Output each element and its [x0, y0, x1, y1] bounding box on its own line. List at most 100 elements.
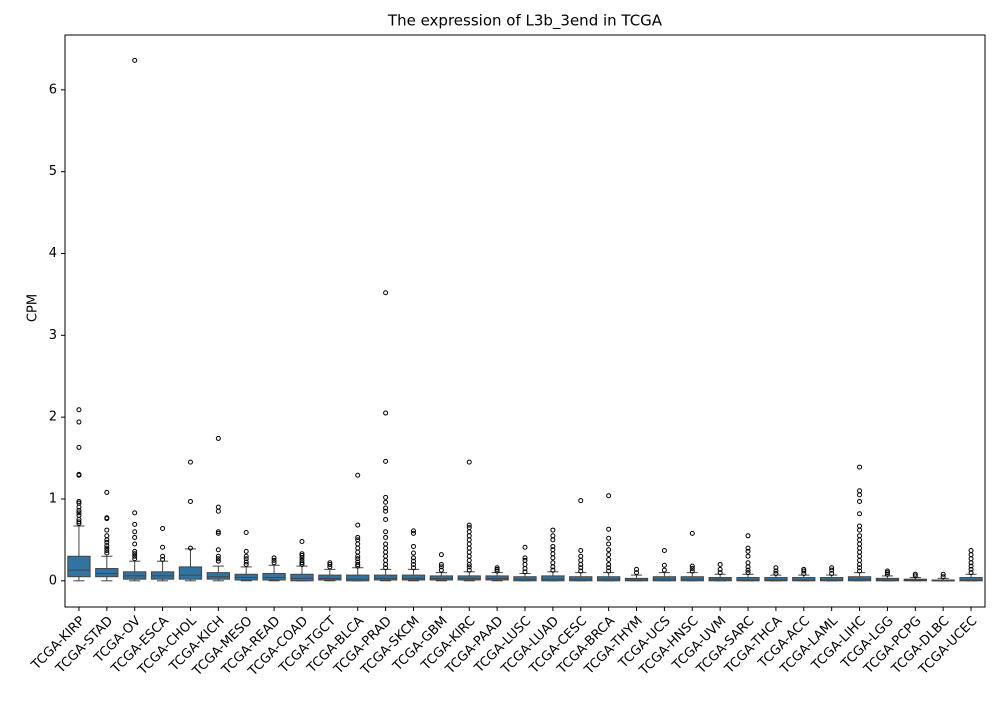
outlier — [383, 553, 389, 559]
outlier — [550, 551, 556, 557]
outlier — [466, 553, 472, 559]
outlier — [132, 534, 138, 540]
outlier — [829, 570, 835, 576]
outlier — [857, 553, 863, 559]
outlier — [857, 464, 863, 470]
outlier — [76, 419, 82, 425]
outlier — [857, 498, 863, 504]
outlier — [689, 566, 695, 572]
plot-frame — [64, 34, 986, 608]
outlier — [410, 565, 416, 571]
outlier — [466, 522, 472, 528]
outlier — [606, 557, 612, 563]
outlier — [884, 570, 890, 576]
outlier — [76, 471, 82, 477]
outlier — [968, 570, 974, 576]
box — [736, 577, 760, 582]
outlier — [466, 541, 472, 547]
outlier — [745, 567, 751, 573]
outlier — [299, 552, 305, 558]
outlier — [466, 525, 472, 531]
box — [820, 577, 844, 582]
outlier — [606, 535, 612, 541]
outlier — [466, 557, 472, 563]
outlier — [494, 565, 500, 571]
outlier — [466, 564, 472, 570]
outlier — [383, 534, 389, 540]
outlier — [271, 560, 277, 566]
outlier — [773, 565, 779, 571]
outlier — [578, 548, 584, 554]
outlier — [104, 545, 110, 551]
box — [262, 572, 286, 581]
outlier — [717, 566, 723, 572]
outlier — [745, 553, 751, 559]
outlier — [383, 505, 389, 511]
outlier — [466, 537, 472, 543]
outlier — [215, 435, 221, 441]
outlier — [606, 493, 612, 499]
outlier — [160, 544, 166, 550]
outlier — [410, 555, 416, 561]
box — [206, 572, 230, 580]
outlier — [578, 498, 584, 504]
outlier — [383, 549, 389, 555]
outlier — [438, 567, 444, 573]
outlier — [132, 548, 138, 554]
outlier — [355, 556, 361, 562]
y-tick-label: 4 — [49, 246, 57, 261]
outlier — [968, 563, 974, 569]
outlier — [438, 564, 444, 570]
outlier — [606, 561, 612, 567]
outlier — [494, 568, 500, 574]
box — [764, 577, 788, 582]
outlier — [438, 561, 444, 567]
outlier — [355, 541, 361, 547]
outlier — [522, 557, 528, 563]
outlier — [383, 565, 389, 571]
outlier — [968, 552, 974, 558]
outlier — [104, 539, 110, 545]
chart-title: The expression of L3b_3end in TCGA — [387, 12, 663, 31]
outlier — [132, 57, 138, 63]
outlier — [383, 545, 389, 551]
outlier — [550, 547, 556, 553]
y-axis-label: CPM — [26, 294, 41, 322]
outlier — [187, 498, 193, 504]
outlier — [634, 570, 640, 576]
outlier — [132, 551, 138, 557]
outlier — [745, 548, 751, 554]
outlier — [940, 571, 946, 577]
outlier — [522, 544, 528, 550]
outlier — [76, 507, 82, 513]
outlier — [355, 534, 361, 540]
outlier — [243, 559, 249, 565]
box — [178, 566, 203, 580]
outlier — [104, 533, 110, 539]
outlier — [773, 570, 779, 576]
outlier — [606, 547, 612, 553]
outlier — [215, 556, 221, 562]
outlier — [355, 561, 361, 567]
outlier — [383, 290, 389, 296]
outlier — [550, 527, 556, 533]
outlier — [466, 459, 472, 465]
outlier — [271, 557, 277, 563]
outlier — [160, 553, 166, 559]
outlier — [160, 557, 166, 563]
outlier — [857, 523, 863, 529]
outlier — [689, 530, 695, 536]
outlier — [355, 545, 361, 551]
outlier — [215, 547, 221, 553]
outlier — [104, 527, 110, 533]
outlier — [466, 545, 472, 551]
outlier — [522, 555, 528, 561]
outlier — [522, 561, 528, 567]
outlier — [466, 533, 472, 539]
outlier — [578, 557, 584, 563]
outlier — [299, 551, 305, 557]
outlier — [522, 569, 528, 575]
outlier — [243, 556, 249, 562]
outlier — [76, 510, 82, 516]
